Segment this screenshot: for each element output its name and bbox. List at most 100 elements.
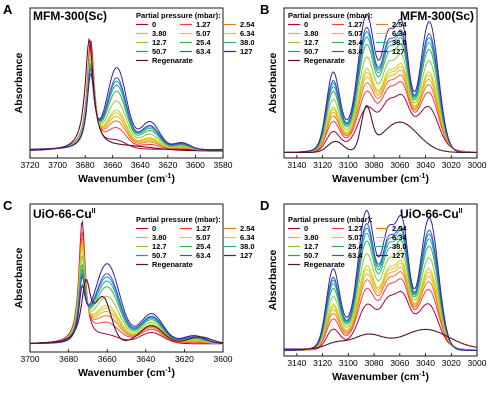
legend-entry-regenerate: Regenarate: [152, 260, 193, 269]
legend-entry: 1.27: [196, 224, 211, 233]
x-axis-label: Wavenumber (cm-1): [78, 173, 175, 185]
panel-d: D 3140 3120 3100 3080 3060 3040 3020 3000 Wavenum…: [260, 198, 487, 383]
y-axis-label: Absorbance: [267, 53, 279, 114]
panel-a: A 3720 3700 3680 3660 3640 3620 3600 3580 Wavenum…: [3, 2, 255, 185]
panel-title: MFM-300(Sc): [400, 9, 474, 23]
x-tick-label: 3140: [287, 358, 306, 368]
series-line-0: [30, 219, 223, 345]
legend-entry: 63.4: [348, 251, 363, 260]
legend-entry: 63.4: [348, 47, 363, 56]
series-line-127: [30, 66, 223, 151]
x-axis-label: Wavenumber (cm-1): [332, 173, 429, 185]
x-tick-label: 3120: [313, 160, 332, 170]
y-axis-label: Absorbance: [13, 248, 25, 309]
legend-entry: 38.0: [392, 242, 407, 251]
x-tick-label: 3700: [48, 160, 67, 170]
plot-frame: [283, 7, 478, 159]
legend-entry: 6.34: [240, 233, 255, 242]
legend-title: Partial pressure (mbar):: [136, 11, 221, 20]
series-line-regenerate: [284, 104, 477, 154]
x-tick-label: 3060: [390, 358, 409, 368]
panel-label: A: [3, 2, 13, 17]
legend-entry: 50.7: [152, 251, 167, 260]
legend-entry: 12.7: [152, 242, 167, 251]
x-tick-label: 3080: [365, 358, 384, 368]
panel-b: B 3140 3120 3100 3080 3060 3040 3020 3000 Wavenum…: [260, 2, 487, 185]
series-line-127: [30, 263, 223, 345]
legend-entry: 5.07: [348, 29, 363, 38]
series-line-3.80: [30, 240, 223, 345]
x-tick-label: 3100: [339, 358, 358, 368]
legend-entry: 127: [392, 251, 405, 260]
legend-title: Partial pressure (mbar):: [288, 215, 373, 224]
plot-frame: [29, 7, 224, 159]
series-line-0: [30, 40, 223, 151]
legend-entry: 3.80: [152, 233, 167, 242]
legend-entry: 6.34: [392, 29, 407, 38]
y-axis-label: Absorbance: [13, 53, 25, 114]
series-line-5.07: [30, 243, 223, 345]
legend-entry: 127: [240, 251, 253, 260]
plot-frame: [283, 203, 478, 357]
x-tick-label: 3120: [313, 358, 332, 368]
x-tick-label: 3020: [442, 358, 461, 368]
x-tick-label: 3040: [416, 160, 435, 170]
legend-entry: 2.54: [392, 224, 407, 233]
legend-entry: 25.4: [348, 38, 363, 47]
legend-entry: 2.54: [240, 20, 255, 29]
legend-entry: 12.7: [304, 38, 319, 47]
x-tick-label: 3600: [214, 354, 233, 364]
series-line-127: [284, 209, 477, 351]
x-tick-label: 3620: [175, 354, 194, 364]
legend-title: Partial pressure (mbar):: [288, 11, 373, 20]
x-tick-label: 3680: [59, 354, 78, 364]
legend-entry: 3.80: [304, 233, 319, 242]
y-axis-label: Absorbance: [267, 250, 279, 311]
legend-entry: 5.07: [196, 233, 211, 242]
series-line-63.4: [30, 273, 223, 344]
legend-entry-regenerate: Regenarate: [152, 56, 193, 65]
x-tick-label: 3080: [365, 160, 384, 170]
legend-entry: 127: [392, 47, 405, 56]
x-tick-label: 3680: [76, 160, 95, 170]
series-line-6.34: [30, 246, 223, 345]
legend-entry: 3.80: [152, 29, 167, 38]
legend-entry: 0: [304, 20, 308, 29]
legend-entry: 63.4: [196, 47, 211, 56]
x-tick-label: 3640: [131, 160, 150, 170]
legend-entry: 12.7: [304, 242, 319, 251]
series-line-0: [284, 291, 477, 351]
legend-entry: 38.0: [392, 38, 407, 47]
x-tick-label: 3640: [136, 354, 155, 364]
series-line-127: [284, 13, 477, 153]
legend-entry: 50.7: [152, 47, 167, 56]
series-line-regenerate: [284, 328, 477, 350]
legend-entry: 2.54: [240, 224, 255, 233]
series-line-6.34: [30, 53, 223, 151]
x-tick-label: 3000: [468, 160, 487, 170]
legend-entry: 63.4: [196, 251, 211, 260]
legend-entry: 25.4: [196, 38, 211, 47]
panel-label: B: [260, 2, 269, 17]
series-line-regenerate: [30, 37, 223, 152]
x-tick-label: 3620: [158, 160, 177, 170]
x-tick-label: 3020: [442, 160, 461, 170]
series-line-5.07: [30, 52, 223, 151]
panel-label: D: [260, 198, 269, 213]
x-tick-label: 3660: [103, 160, 122, 170]
legend-entry: 0: [304, 224, 308, 233]
x-tick-label: 3100: [339, 160, 358, 170]
legend-entry-regenerate: Regenarate: [304, 260, 345, 269]
legend-entry: 6.34: [392, 233, 407, 242]
plot-frame: [29, 203, 224, 353]
legend-entry: 38.0: [240, 38, 255, 47]
legend-title: Partial pressure (mbar):: [136, 215, 221, 224]
legend-entry: 2.54: [392, 20, 407, 29]
x-tick-label: 3040: [416, 358, 435, 368]
x-tick-label: 3660: [98, 354, 117, 364]
x-tick-label: 3000: [468, 358, 487, 368]
panel-title: MFM-300(Sc): [33, 9, 107, 23]
x-tick-label: 3700: [21, 354, 40, 364]
series-line-50.7: [30, 271, 223, 344]
